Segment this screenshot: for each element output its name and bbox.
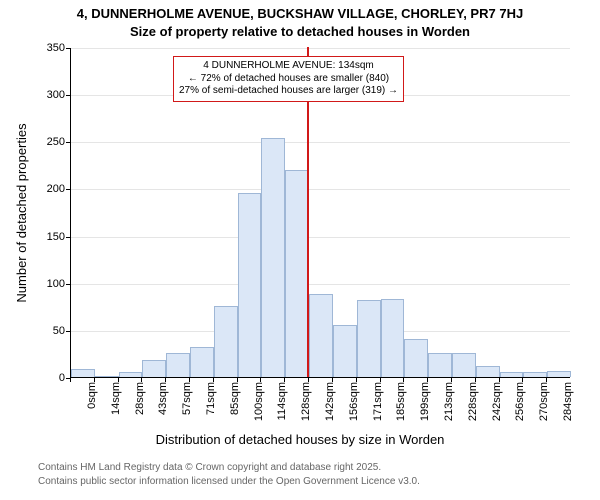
annotation-line: 27% of semi-detached houses are larger (…: [179, 85, 398, 98]
x-tick-mark: [141, 378, 142, 382]
x-tick-mark: [70, 378, 71, 382]
x-tick-mark: [260, 378, 261, 382]
chart-title-line2: Size of property relative to detached ho…: [0, 24, 600, 39]
histogram-bar: [190, 347, 214, 377]
x-tick-mark: [475, 378, 476, 382]
x-tick-mark: [332, 378, 333, 382]
histogram-bar: [142, 360, 166, 377]
y-tick-label: 100: [47, 278, 65, 290]
histogram-bar: [166, 353, 190, 377]
histogram-bar: [309, 294, 333, 377]
x-tick-label: 284sqm: [562, 382, 574, 421]
x-tick-label: 128sqm: [300, 382, 312, 421]
y-tick-mark: [66, 189, 70, 190]
histogram-bar: [452, 353, 476, 378]
x-tick-mark: [403, 378, 404, 382]
x-tick-label: 256sqm: [514, 382, 526, 421]
histogram-bar: [547, 371, 571, 377]
x-tick-mark: [522, 378, 523, 382]
histogram-bar: [238, 193, 262, 377]
x-tick-label: 228sqm: [467, 382, 479, 421]
x-tick-label: 171sqm: [372, 382, 384, 421]
plot-area: 4 DUNNERHOLME AVENUE: 134sqm ← 72% of de…: [70, 48, 570, 378]
x-tick-mark: [165, 378, 166, 382]
x-tick-mark: [308, 378, 309, 382]
grid-line: [71, 142, 570, 143]
y-tick-label: 50: [53, 325, 65, 337]
x-tick-mark: [499, 378, 500, 382]
grid-line: [71, 284, 570, 285]
x-tick-label: 156sqm: [348, 382, 360, 421]
y-tick-label: 250: [47, 136, 65, 148]
histogram-bar: [95, 376, 119, 377]
x-tick-mark: [189, 378, 190, 382]
histogram-bar: [357, 300, 381, 377]
x-tick-label: 71sqm: [205, 382, 217, 415]
x-tick-label: 28sqm: [134, 382, 146, 415]
marker-annotation: 4 DUNNERHOLME AVENUE: 134sqm ← 72% of de…: [173, 56, 404, 102]
footnote: Contains HM Land Registry data © Crown c…: [38, 462, 381, 473]
y-tick-mark: [66, 95, 70, 96]
grid-line: [71, 48, 570, 49]
x-tick-mark: [284, 378, 285, 382]
y-tick-mark: [66, 237, 70, 238]
y-tick-mark: [66, 48, 70, 49]
histogram-bar: [500, 372, 524, 377]
histogram-bar: [404, 339, 428, 377]
x-tick-label: 242sqm: [491, 382, 503, 421]
histogram-bar: [428, 353, 452, 377]
y-tick-mark: [66, 142, 70, 143]
x-tick-mark: [451, 378, 452, 382]
annotation-line: ← 72% of detached houses are smaller (84…: [179, 73, 398, 86]
x-tick-label: 14sqm: [110, 382, 122, 415]
annotation-line: 4 DUNNERHOLME AVENUE: 134sqm: [179, 60, 398, 73]
x-tick-label: 85sqm: [229, 382, 241, 415]
x-tick-mark: [94, 378, 95, 382]
y-tick-label: 350: [47, 42, 65, 54]
footnote: Contains public sector information licen…: [38, 476, 420, 487]
x-tick-mark: [118, 378, 119, 382]
y-tick-mark: [66, 284, 70, 285]
histogram-bar: [119, 372, 143, 377]
y-axis-label: Number of detached properties: [14, 123, 29, 302]
grid-line: [71, 237, 570, 238]
y-tick-label: 300: [47, 89, 65, 101]
y-tick-label: 0: [59, 372, 65, 384]
histogram-bar: [476, 366, 500, 377]
x-tick-mark: [213, 378, 214, 382]
histogram-bar: [261, 138, 285, 377]
x-tick-mark: [237, 378, 238, 382]
x-tick-mark: [427, 378, 428, 382]
histogram-bar: [381, 299, 405, 377]
x-tick-label: 114sqm: [276, 382, 288, 420]
histogram-bar: [285, 170, 309, 377]
x-tick-label: 0sqm: [86, 382, 98, 409]
histogram-bar: [71, 369, 95, 377]
histogram-bar: [333, 325, 357, 377]
x-tick-label: 185sqm: [395, 382, 407, 421]
y-tick-mark: [66, 331, 70, 332]
x-tick-label: 43sqm: [157, 382, 169, 415]
chart-container: 4, DUNNERHOLME AVENUE, BUCKSHAW VILLAGE,…: [0, 0, 600, 500]
y-tick-label: 200: [47, 183, 65, 195]
x-axis-label: Distribution of detached houses by size …: [0, 432, 600, 447]
x-tick-mark: [380, 378, 381, 382]
x-tick-label: 142sqm: [324, 382, 336, 421]
x-tick-mark: [356, 378, 357, 382]
histogram-bar: [214, 306, 238, 377]
chart-title-line1: 4, DUNNERHOLME AVENUE, BUCKSHAW VILLAGE,…: [0, 6, 600, 21]
x-tick-label: 100sqm: [253, 382, 265, 421]
x-tick-mark: [546, 378, 547, 382]
grid-line: [71, 189, 570, 190]
x-tick-label: 213sqm: [443, 382, 455, 421]
x-tick-label: 57sqm: [181, 382, 193, 415]
x-tick-label: 270sqm: [538, 382, 550, 421]
y-tick-label: 150: [47, 231, 65, 243]
histogram-bar: [523, 372, 547, 377]
x-tick-label: 199sqm: [419, 382, 431, 421]
